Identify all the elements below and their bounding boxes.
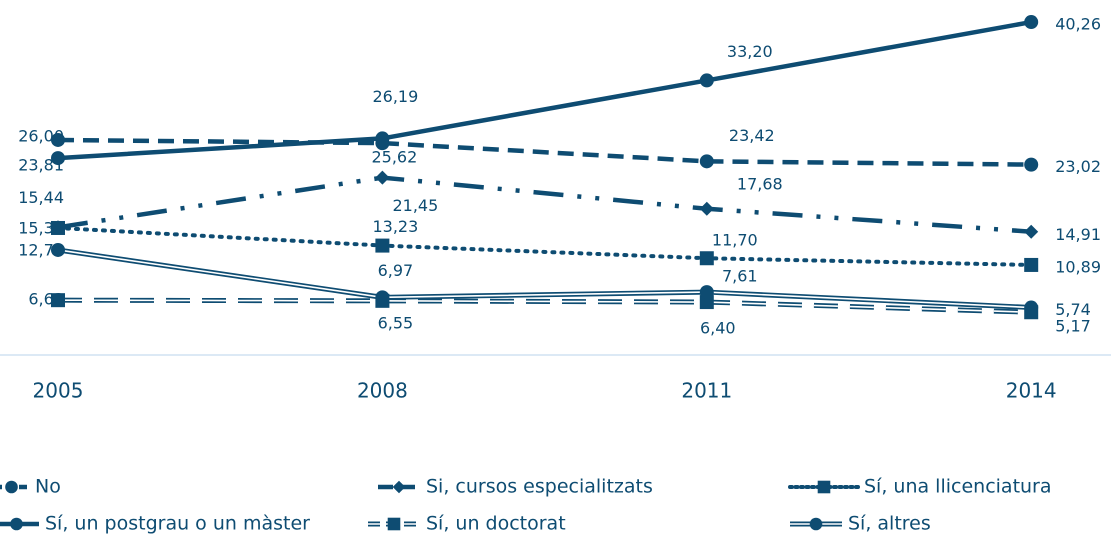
value-label: 6,63 (28, 290, 64, 309)
x-tick-label: 2014 (1006, 379, 1057, 403)
marker (1024, 224, 1039, 239)
marker (699, 251, 714, 266)
value-label: 6,97 (378, 261, 414, 280)
marker (10, 517, 23, 531)
marker (375, 238, 390, 253)
x-tick-label: 2008 (357, 379, 408, 403)
marker (5, 480, 18, 494)
legend-label: Sí, un doctorat (426, 513, 566, 535)
value-label: 25,62 (371, 148, 417, 167)
marker (699, 154, 714, 169)
value-label: 6,40 (700, 319, 736, 338)
legend-item: Sí, una llicenciatura (788, 476, 1052, 498)
legend-label: Si, cursos especialitzats (426, 476, 653, 498)
marker (699, 295, 714, 310)
legend-label: Sí, un postgrau o un màster (45, 513, 310, 535)
series: 23,81 26,19 33,20 40,26 (18, 15, 1101, 175)
legend-label: Sí, altres (848, 513, 931, 535)
value-label: 10,89 (1055, 257, 1101, 276)
legend-item: No (0, 476, 61, 498)
value-label: 21,45 (392, 196, 438, 215)
value-label: 15,44 (18, 188, 64, 207)
series: 15,44 21,45 17,68 14,91 (18, 170, 1101, 244)
legend-item: Sí, altres (790, 513, 931, 535)
marker (1024, 257, 1039, 272)
marker (375, 290, 390, 305)
marker (1024, 157, 1039, 172)
value-label: 40,26 (1055, 15, 1101, 34)
marker (809, 517, 823, 531)
marker (1024, 15, 1039, 30)
value-label: 11,70 (712, 231, 758, 250)
series-line-inner (57, 249, 1032, 309)
marker (51, 293, 65, 308)
legend-item: Sí, un doctorat (368, 513, 566, 535)
marker (817, 480, 831, 494)
series: 15,36 13,23 11,70 10,89 (18, 217, 1101, 276)
value-label: 23,81 (18, 156, 64, 175)
value-label: 12,70 (18, 240, 64, 259)
x-tick-label: 2011 (681, 379, 732, 403)
series-line (57, 175, 1032, 234)
marker (51, 151, 65, 166)
series: 26,00 25,62 23,42 23,02 (18, 126, 1101, 176)
series-line (57, 137, 1032, 167)
value-label: 23,02 (1055, 157, 1101, 176)
value-label: 14,91 (1055, 225, 1101, 244)
value-label: 26,19 (372, 87, 418, 106)
marker (699, 285, 714, 300)
value-label: 6,55 (378, 313, 414, 332)
value-label: 5,17 (1055, 317, 1091, 336)
value-label: 7,61 (722, 267, 758, 286)
value-label: 26,00 (18, 126, 64, 145)
marker (51, 132, 65, 147)
marker (699, 201, 714, 216)
value-label: 33,20 (727, 42, 773, 61)
value-label: 5,74 (1055, 300, 1091, 319)
legend-item: Si, cursos especialitzats (378, 476, 653, 498)
marker (1024, 300, 1039, 315)
x-tick-label: 2005 (33, 379, 84, 403)
marker (387, 517, 401, 531)
marker (375, 170, 390, 185)
marker (699, 73, 714, 88)
marker (375, 131, 390, 146)
series-line (57, 19, 1032, 161)
legend-label: No (35, 476, 61, 498)
value-label: 15,36 (18, 218, 64, 237)
series: 12,70 6,97 7,61 5,74 (18, 240, 1091, 319)
legend-label: Sí, una llicenciatura (864, 476, 1052, 498)
series-line-inner (57, 299, 1032, 314)
value-label: 23,42 (729, 126, 775, 145)
value-label: 13,23 (372, 217, 418, 236)
marker (51, 220, 65, 235)
legend-item: Sí, un postgrau o un màster (0, 513, 310, 535)
marker (392, 480, 406, 494)
series-line (56, 225, 1034, 267)
value-label: 17,68 (737, 174, 783, 193)
marker (51, 242, 65, 257)
